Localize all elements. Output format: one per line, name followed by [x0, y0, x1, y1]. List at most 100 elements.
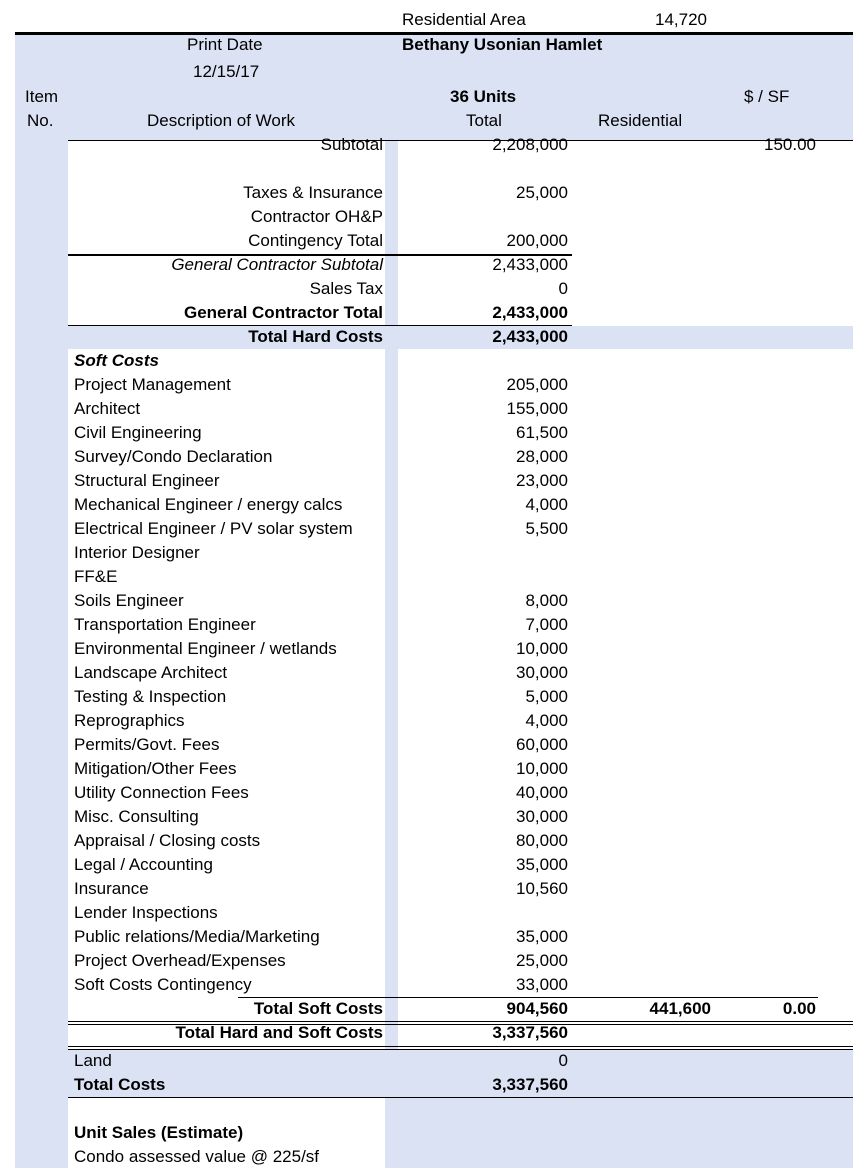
date: 12/15/17: [193, 62, 260, 81]
column-header: Description of Work: [147, 111, 296, 130]
total-cell: 35,000: [516, 927, 568, 946]
row-description: Project Management: [74, 375, 231, 394]
total-cell: 904,560: [506, 999, 568, 1018]
row-description: Lender Inspections: [74, 903, 218, 922]
total-cell: 10,000: [516, 639, 568, 658]
hard-costs-band: [68, 326, 853, 349]
label: Print Date: [187, 35, 263, 54]
column-header: Item: [25, 87, 59, 106]
sales-band: [398, 1098, 853, 1168]
total-cell: 23,000: [516, 471, 568, 490]
rule: [15, 32, 853, 35]
total-cell: 8,000: [525, 591, 568, 610]
row-description: Condo assessed value @ 225/sf: [74, 1147, 320, 1166]
column-header: Residential: [598, 111, 683, 130]
rule: [238, 997, 818, 998]
item-column: [15, 141, 68, 1168]
total-cell: 25,000: [516, 183, 568, 202]
row-description: Permits/Govt. Fees: [74, 735, 220, 754]
residential-cell: 441,600: [649, 999, 711, 1018]
total-cell: 3,337,560: [492, 1023, 568, 1042]
row-description: General Contractor Total: [184, 303, 383, 322]
row-description: Testing & Inspection: [74, 687, 227, 706]
total-costs-band: [68, 1050, 853, 1098]
total-cell: 10,000: [516, 759, 568, 778]
total-cell: 5,500: [525, 519, 568, 538]
total-cell: 205,000: [506, 375, 568, 394]
row-description: Mechanical Engineer / energy calcs: [74, 495, 343, 514]
total-cell: 200,000: [506, 231, 568, 250]
rule: [68, 325, 572, 326]
total-cell: 33,000: [516, 975, 568, 994]
total-cell: 0: [558, 279, 568, 298]
row-description: Appraisal / Closing costs: [74, 831, 261, 850]
row-description: Subtotal: [320, 135, 383, 154]
total-cell: 4,000: [525, 495, 568, 514]
total-cell: 30,000: [516, 663, 568, 682]
row-description: FF&E: [74, 567, 118, 586]
row-description: Environmental Engineer / wetlands: [74, 639, 337, 658]
total-cell: 0: [558, 1051, 568, 1070]
row-description: Insurance: [74, 879, 149, 898]
total-cell: 35,000: [516, 855, 568, 874]
total-cell: 61,500: [516, 423, 568, 442]
total-cell: 4,000: [525, 711, 568, 730]
row-description: Electrical Engineer / PV solar system: [74, 519, 353, 538]
label: Residential Area: [402, 10, 526, 29]
total-cell: 30,000: [516, 807, 568, 826]
row-description: Soft Costs: [74, 351, 159, 370]
rule: [68, 1046, 853, 1047]
rule: [68, 1049, 853, 1050]
row-description: Contingency Total: [248, 231, 383, 250]
row-description: Total Costs: [74, 1075, 166, 1094]
row-description: Transportation Engineer: [74, 615, 256, 634]
row-description: Landscape Architect: [74, 663, 228, 682]
column-header: $ / SF: [744, 87, 790, 106]
row-description: Interior Designer: [74, 543, 200, 562]
row-description: Contractor OH&P: [250, 207, 383, 226]
header-band: [15, 35, 853, 141]
total-cell: 80,000: [516, 831, 568, 850]
column-header: 36 Units: [450, 87, 517, 106]
project-name: Bethany Usonian Hamlet: [402, 35, 603, 54]
total-cell: 2,208,000: [492, 135, 568, 154]
row-description: Total Hard and Soft Costs: [175, 1023, 383, 1042]
total-cell: 2,433,000: [492, 303, 568, 322]
total-cell: 25,000: [516, 951, 568, 970]
total-cell: 2,433,000: [492, 255, 568, 274]
rule: [68, 1097, 853, 1098]
column-header: Total: [466, 111, 502, 130]
row-description: Reprographics: [74, 711, 185, 730]
total-cell: 7,000: [525, 615, 568, 634]
total-cell: 155,000: [506, 399, 568, 418]
row-description: Project Overhead/Expenses: [74, 951, 286, 970]
row-description: Taxes & Insurance: [243, 183, 383, 202]
total-cell: 5,000: [525, 687, 568, 706]
row-description: Sales Tax: [309, 279, 383, 298]
value: 14,720: [655, 10, 707, 29]
rule: [68, 1024, 853, 1025]
row-description: Soft Costs Contingency: [74, 975, 252, 994]
total-cell: 3,337,560: [492, 1075, 568, 1094]
rule: [68, 254, 572, 256]
rule: [68, 1021, 853, 1022]
row-description: Mitigation/Other Fees: [74, 759, 237, 778]
row-description: Total Hard Costs: [248, 327, 383, 346]
gap-column: [385, 141, 398, 1168]
total-cell: 2,433,000: [492, 327, 568, 346]
total-cell: 10,560: [516, 879, 568, 898]
per-sf-cell: 150.00: [764, 135, 816, 154]
total-cell: 40,000: [516, 783, 568, 802]
row-description: Legal / Accounting: [74, 855, 213, 874]
row-description: Misc. Consulting: [74, 807, 199, 826]
row-description: Civil Engineering: [74, 423, 202, 442]
row-description: Survey/Condo Declaration: [74, 447, 273, 466]
row-description: Soils Engineer: [74, 591, 184, 610]
row-description: Architect: [74, 399, 141, 418]
row-description: Structural Engineer: [74, 471, 220, 490]
row-description: Land: [74, 1051, 112, 1070]
row-description: General Contractor Subtotal: [171, 255, 383, 274]
total-cell: 60,000: [516, 735, 568, 754]
row-description: Total Soft Costs: [253, 999, 383, 1018]
